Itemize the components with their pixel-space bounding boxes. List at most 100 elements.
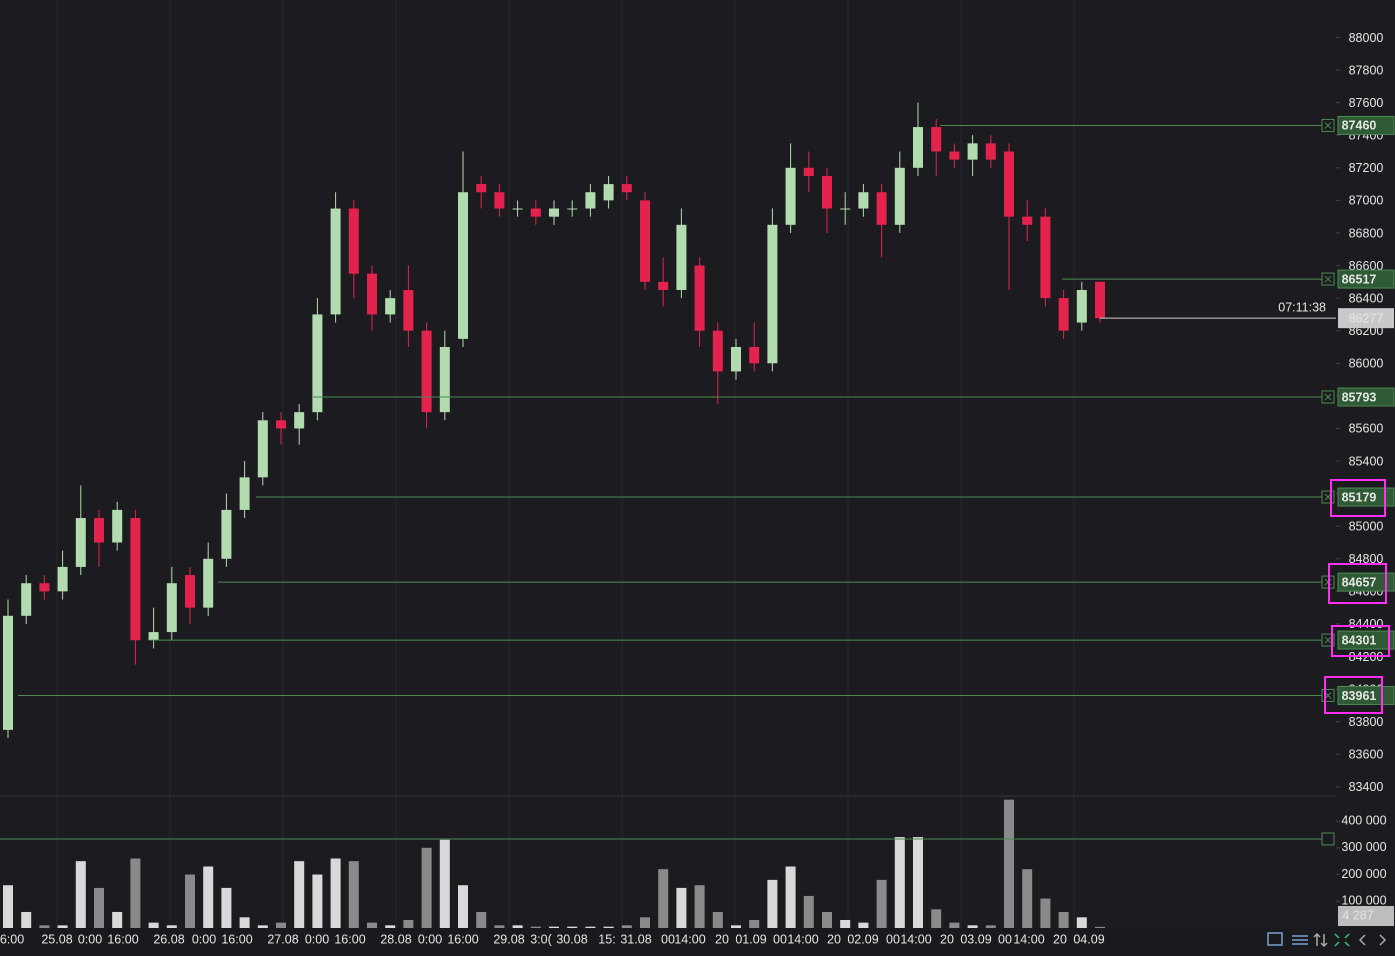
volume-bar (913, 837, 923, 928)
scale-icon[interactable] (1313, 932, 1328, 948)
level-label: 85179 (1342, 490, 1377, 504)
volume-bar (130, 858, 141, 928)
level-box (1337, 387, 1395, 407)
candle-body (585, 192, 596, 209)
level-close[interactable] (1321, 490, 1335, 504)
vol-tick-label: 400 000 (1341, 813, 1386, 827)
highlight-box (1328, 563, 1387, 604)
volume-bar (549, 926, 559, 928)
level-close[interactable] (1321, 272, 1335, 286)
countdown: 07:11:38 (1278, 300, 1326, 314)
candle-body (822, 175, 832, 209)
y-tick-label: 85400 (1349, 454, 1384, 468)
candle-body (1004, 151, 1014, 217)
y-tick-label: 88000 (1349, 31, 1384, 45)
candle-body (549, 208, 559, 217)
volume-bar (458, 885, 468, 928)
volume-bar (57, 925, 68, 928)
highlights (1324, 479, 1390, 714)
candle-body (57, 566, 68, 592)
candle-body (985, 143, 996, 160)
level-close[interactable] (1321, 633, 1335, 647)
volume-bar (894, 837, 905, 928)
level-label: 86517 (1342, 272, 1377, 286)
x-time-label: 20 (827, 932, 841, 946)
x-time-label: 3:0( (530, 932, 552, 946)
volume-bar (767, 879, 778, 928)
right-icon[interactable] (1379, 934, 1387, 946)
volume-bar (94, 887, 104, 928)
candle-body (166, 583, 177, 633)
left-icon[interactable] (1358, 934, 1366, 946)
x-date-label: 03.09 (960, 932, 991, 946)
candle-body (367, 273, 377, 315)
settings-icon[interactable] (1292, 935, 1308, 945)
volume-bar (640, 917, 650, 928)
level-label: 85793 (1342, 390, 1377, 404)
level-label: 84657 (1342, 575, 1377, 589)
candle-body (1076, 289, 1087, 323)
x-time-label: 14:00 (1013, 932, 1044, 946)
volume-bar (39, 925, 50, 928)
volume-bar (1058, 911, 1069, 928)
x-date-label: 29.08 (493, 932, 524, 946)
volume-bar (294, 861, 305, 928)
y-tick-label: 83600 (1349, 748, 1384, 762)
x-date-label: 31.08 (620, 932, 651, 946)
last-price-box (1338, 308, 1394, 329)
fullscreen-icon[interactable] (1267, 932, 1283, 946)
level-close-x (1324, 393, 1332, 401)
volume-bar (75, 861, 86, 928)
x-date-label: 26.08 (153, 932, 184, 946)
candle-body (913, 127, 923, 168)
zoom-icon[interactable] (1334, 933, 1350, 947)
candle-body (94, 518, 104, 543)
volume-bar (985, 925, 996, 928)
candle-body (239, 477, 250, 510)
x-time-label: 15: (598, 932, 615, 946)
volume-bar (148, 922, 159, 928)
level-close[interactable] (1321, 688, 1335, 702)
x-time-label: 0:00 (78, 932, 102, 946)
y-tick-label: 85000 (1349, 519, 1384, 533)
volume-bar (603, 926, 614, 928)
candle-body (385, 298, 396, 315)
level-close[interactable] (1321, 118, 1335, 132)
x-time-label: 20 (1053, 932, 1067, 946)
highlight-box (1331, 625, 1390, 657)
x-time-label: 00 (886, 932, 900, 946)
volume-bar (585, 926, 596, 928)
volume-level-close[interactable] (1321, 832, 1335, 846)
candle-body (967, 143, 978, 160)
x-time-label: 20 (715, 932, 729, 946)
volume-bar (658, 869, 669, 928)
x-time-label: 00 (661, 932, 675, 946)
y-tick-label: 84400 (1349, 617, 1384, 631)
level-close[interactable] (1321, 390, 1335, 404)
candle-body (112, 509, 123, 543)
level-label: 84301 (1342, 633, 1377, 647)
toolbar (1267, 932, 1387, 948)
x-time-label: 0:00 (192, 932, 216, 946)
volume-bar (403, 919, 414, 928)
volume-bar (112, 911, 123, 928)
y-tick-label: 87800 (1349, 63, 1384, 77)
y-tick-label: 87600 (1349, 96, 1384, 110)
candle-body (348, 208, 359, 274)
candle-body (494, 192, 505, 209)
volume-bar (494, 925, 505, 928)
volume-bar (185, 874, 195, 928)
volume-bar (21, 911, 32, 928)
candle-body (221, 509, 232, 559)
y-tick-label: 84800 (1349, 552, 1384, 566)
volume-bar (803, 895, 814, 928)
x-date-label: 30.08 (556, 932, 587, 946)
candle-body (640, 200, 650, 282)
volume-bar (476, 911, 487, 928)
candle-body (567, 208, 578, 210)
y-tick-label: 86400 (1349, 291, 1384, 305)
volume-bar (840, 919, 851, 928)
x-time-label: 14:00 (674, 932, 705, 946)
level-box (1337, 685, 1395, 705)
last-price-label: 86277 (1349, 311, 1384, 325)
